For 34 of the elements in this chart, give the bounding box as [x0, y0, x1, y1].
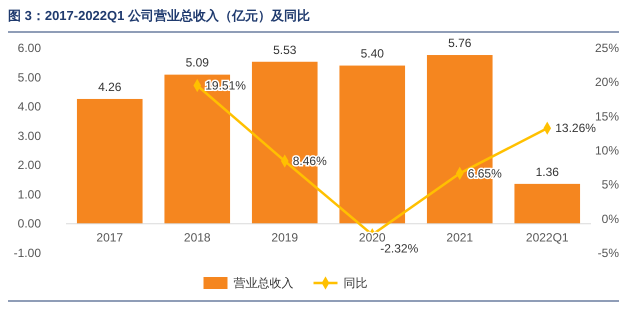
- y2-tick-label: -5%: [598, 246, 620, 260]
- y2-tick-label: 0%: [602, 212, 620, 226]
- data-label: 5.53: [273, 42, 297, 57]
- x-tick-label: 2019: [271, 230, 298, 245]
- y-tick-label: 1.00: [18, 187, 42, 202]
- y2-tick-label: 20%: [594, 75, 620, 90]
- y-tick-label: 3.00: [18, 128, 42, 143]
- x-tick-label: 2022Q1: [526, 230, 569, 245]
- y2-tick-label: 10%: [594, 144, 620, 158]
- data-label: 1.36: [536, 164, 560, 179]
- x-tick-label: 2021: [446, 230, 474, 245]
- x-tick-label: 2018: [184, 230, 211, 245]
- bar: [339, 66, 406, 224]
- data-label: 4.26: [98, 80, 122, 94]
- y-tick-label: 6.00: [18, 41, 42, 55]
- y-tick-label: 2.00: [18, 158, 42, 172]
- data-label: 5.76: [448, 36, 472, 50]
- y-tick-label: -1.00: [14, 246, 42, 260]
- data-label: -2.32%: [380, 242, 419, 256]
- y-tick-label: 0.00: [18, 216, 42, 231]
- y2-tick-label: 5%: [602, 178, 620, 192]
- legend-label: 营业总收入: [234, 276, 294, 290]
- y-tick-label: 5.00: [18, 70, 42, 84]
- data-label: 5.09: [186, 56, 210, 70]
- data-label: 13.26%: [555, 121, 596, 136]
- data-label: 5.40: [360, 46, 384, 61]
- bar: [76, 98, 143, 224]
- y-tick-label: 4.00: [18, 100, 42, 114]
- x-tick-label: 2017: [96, 230, 124, 245]
- y2-tick-label: 15%: [594, 109, 620, 124]
- chart-title: 图 3：2017-2022Q1 公司营业总收入（亿元）及同比: [8, 8, 310, 23]
- bar: [514, 184, 580, 224]
- legend-label: 同比: [344, 276, 368, 290]
- y2-tick-label: 25%: [594, 41, 620, 55]
